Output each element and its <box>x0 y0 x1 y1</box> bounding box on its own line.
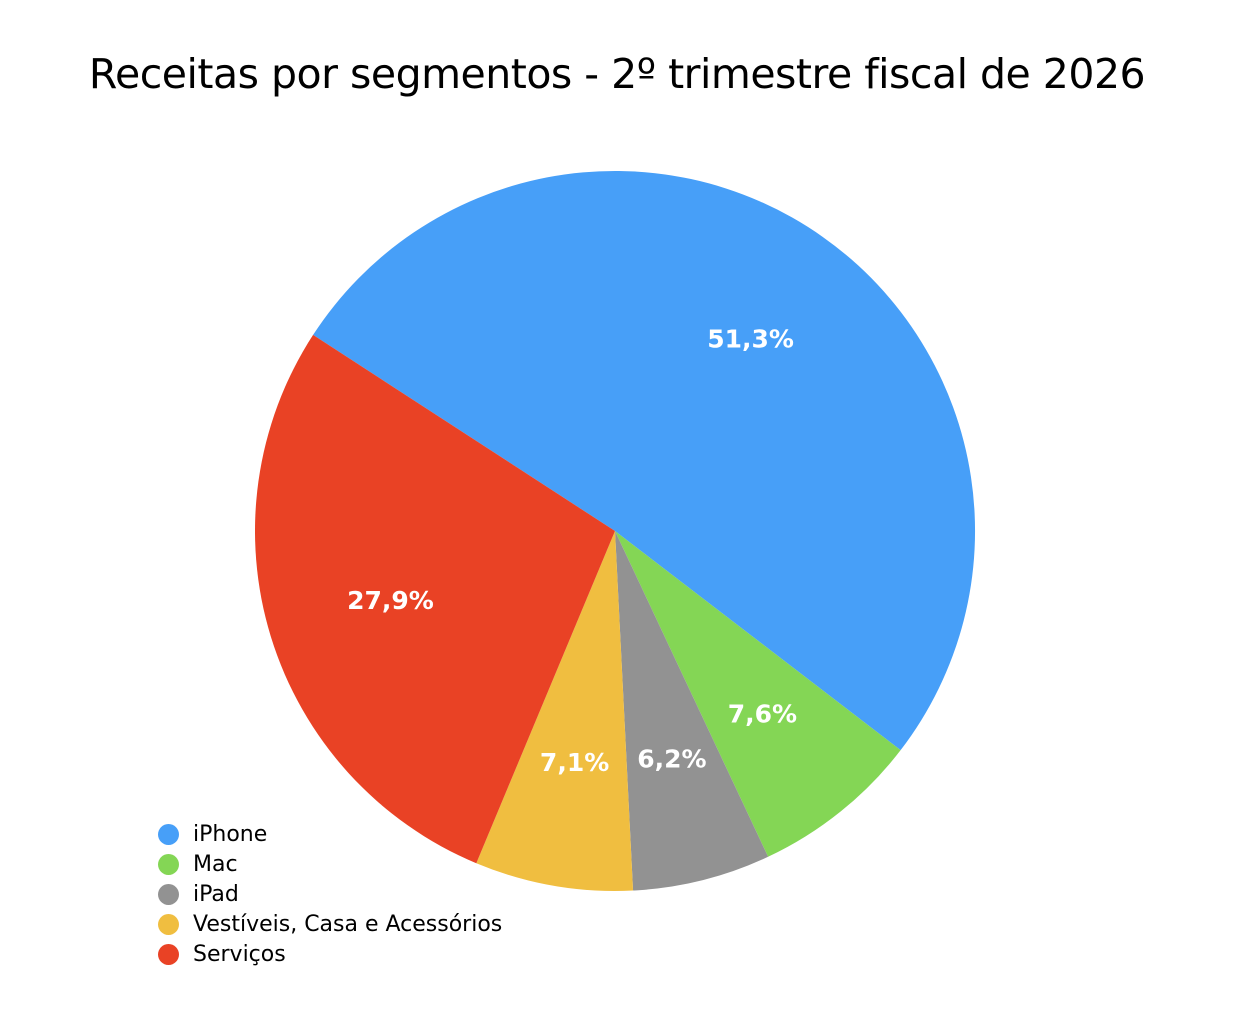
slice-label-mac: 7,6% <box>728 700 797 729</box>
pie-slice-mac <box>615 531 901 857</box>
chart-title: Receitas por segmentos - 2º trimestre fi… <box>88 50 1146 98</box>
legend-item-iphone: iPhone <box>158 819 502 849</box>
legend-swatch-icon <box>158 823 179 845</box>
slice-label-vestiveis-casa-e-acessorios: 7,1% <box>540 748 609 777</box>
legend-item-vestiveis-casa-e-acessorios: Vestíveis, Casa e Acessórios <box>158 909 502 939</box>
legend-swatch-icon <box>158 943 179 965</box>
legend-label: iPad <box>193 881 239 907</box>
legend-label: Vestíveis, Casa e Acessórios <box>193 911 503 937</box>
slice-label-servicos: 27,9% <box>347 586 434 615</box>
legend-swatch-icon <box>158 853 179 875</box>
legend-item-ipad: iPad <box>158 879 502 909</box>
legend-label: iPhone <box>193 821 268 847</box>
legend-item-servicos: Serviços <box>158 939 502 969</box>
pie-slice-ipad <box>615 531 769 891</box>
pie-slice-servicos <box>255 334 615 864</box>
pie-labels: 51,3% 7,6% 6,2% 7,1% 27,9% <box>347 325 797 777</box>
legend-label: Mac <box>193 851 238 877</box>
pie-slice-iphone <box>313 170 976 751</box>
slice-label-iphone: 51,3% <box>707 325 794 354</box>
pie-slice-vestiveis-casa-e-acessorios <box>476 531 634 892</box>
legend-label: Serviços <box>193 941 286 967</box>
legend-swatch-icon <box>158 913 179 935</box>
legend-item-mac: Mac <box>158 849 502 879</box>
legend-swatch-icon <box>158 883 179 905</box>
slice-label-ipad: 6,2% <box>637 745 706 774</box>
legend: iPhone Mac iPad Vestíveis, Casa e Acessório… <box>158 819 502 969</box>
pie-slices <box>255 170 976 892</box>
